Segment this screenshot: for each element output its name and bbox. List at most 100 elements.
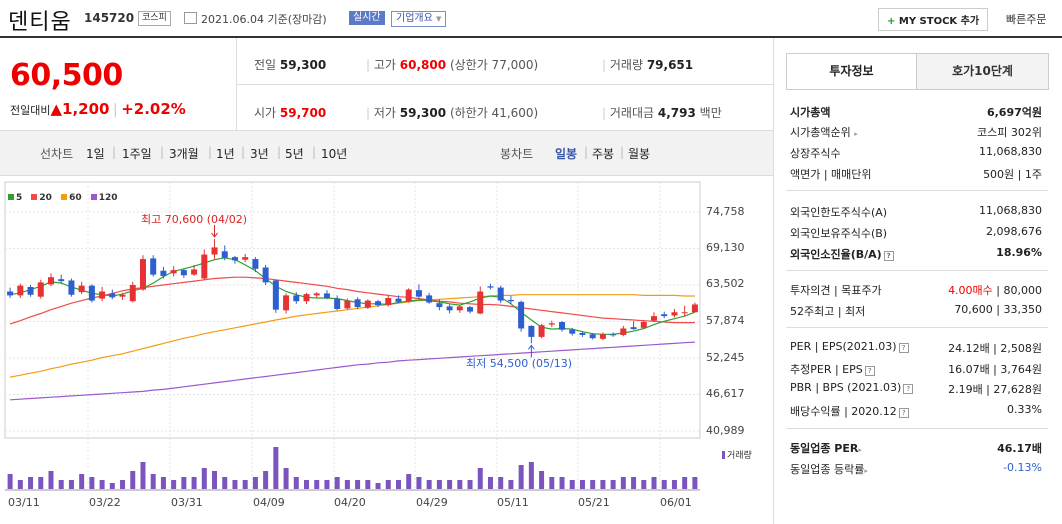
candle-body — [497, 287, 504, 301]
volume-bar — [395, 480, 401, 489]
volume-bar — [528, 462, 534, 489]
candle-body — [180, 270, 187, 276]
volume-bar — [355, 480, 361, 489]
period-5y[interactable]: 5년 — [285, 147, 304, 161]
ma60-line — [9, 294, 695, 378]
volume-legend: 거래량 — [722, 448, 752, 461]
stat-open: 시가 59,700 — [254, 104, 326, 121]
volume-bar — [324, 480, 330, 489]
stat-high: | 고가 60,800 (상한가 77,000) — [366, 58, 539, 72]
price-chart[interactable] — [0, 0, 773, 524]
stat-volume: | 거래량 79,651 — [602, 58, 694, 72]
candle-body — [7, 291, 14, 296]
period-1d[interactable]: 1일 — [86, 147, 105, 161]
row-label: 배당수익률 | 2020.12 — [790, 405, 897, 418]
row-value: 0.33% — [1007, 403, 1042, 416]
volume-bar — [559, 477, 565, 489]
period-weekly[interactable]: 주봉 — [592, 147, 615, 161]
volume-bar — [641, 480, 647, 489]
legend-swatch — [90, 194, 97, 200]
line-chart-label: 선차트 — [40, 147, 74, 161]
volume-bar — [109, 483, 115, 489]
volume-bar — [160, 477, 166, 489]
volume-bar — [58, 480, 64, 489]
candle-body — [201, 254, 208, 279]
period-3y[interactable]: 3년 — [250, 147, 269, 161]
candle-body — [37, 282, 44, 297]
info-icon[interactable]: ? — [883, 251, 894, 261]
row-label: 동일업종 PER — [790, 442, 859, 455]
stat-label: 거래량 — [609, 58, 643, 72]
candle-body — [375, 301, 382, 306]
info-icon[interactable]: ? — [864, 366, 875, 376]
x-tick: 05/21 — [578, 496, 610, 509]
x-tick: 04/09 — [253, 496, 285, 509]
info-icon[interactable]: ? — [898, 343, 909, 353]
x-tick: 04/29 — [416, 496, 448, 509]
stat-value: 59,300 — [399, 106, 447, 120]
candle-body — [344, 300, 351, 309]
period-3m[interactable]: 3개월 — [169, 147, 199, 161]
tab-invest-info[interactable]: 투자정보 — [786, 53, 917, 89]
row-value: 500원 | 1주 — [983, 168, 1042, 181]
stat-value: 60,800 — [399, 58, 447, 72]
current-price: 60,500 — [10, 58, 123, 93]
stat-label: 시가 — [254, 106, 277, 120]
volume-bar — [671, 480, 677, 489]
tab-orderbook[interactable]: 호가10단계 — [916, 53, 1049, 90]
volume-bar — [661, 480, 667, 489]
add-mystock-button[interactable]: + MY STOCK 추가 — [878, 8, 989, 31]
volume-bar — [242, 480, 248, 489]
stat-label: 저가 — [373, 106, 396, 120]
candle-body — [78, 285, 85, 293]
candle-body — [242, 257, 249, 260]
y-tick: 69,130 — [706, 241, 745, 254]
row-label: 동일업종 등락률 — [790, 463, 865, 476]
period-daily[interactable]: 일봉 — [555, 147, 578, 161]
volume-bar — [273, 447, 279, 489]
stat-value: 4,793 — [657, 106, 696, 120]
volume-bar — [191, 477, 197, 489]
volume-bar — [150, 474, 156, 489]
candle-body — [569, 329, 576, 334]
candle-body — [436, 303, 443, 308]
base-date: 2021.06.04 기준(장마감) — [184, 11, 327, 27]
period-monthly[interactable]: 월봉 — [628, 147, 651, 161]
info-icon[interactable]: ? — [898, 408, 909, 418]
row-label: 외국인보유주식수(B) — [790, 227, 888, 240]
chart-frame — [4, 181, 701, 439]
candle-body — [313, 293, 320, 296]
legend-swatch — [31, 194, 38, 200]
period-1w[interactable]: 1주일 — [122, 147, 152, 161]
volume-bar — [222, 477, 228, 489]
legend-ma5: 5 — [16, 193, 23, 203]
candle-body — [88, 285, 95, 301]
price-change: 전일대비▲1,200 | +2.02% — [10, 100, 186, 118]
candle-body — [170, 270, 177, 274]
stat-label: 거래대금 — [609, 106, 655, 120]
info-icon[interactable]: ? — [903, 384, 914, 394]
volume-swatch — [722, 451, 725, 459]
period-1y[interactable]: 1년 — [216, 147, 235, 161]
volume-bar — [365, 480, 371, 489]
y-tick: 52,245 — [706, 351, 745, 364]
period-10y[interactable]: 10년 — [321, 147, 348, 161]
volume-bar — [579, 480, 585, 489]
candle-body — [640, 321, 647, 328]
divider — [786, 327, 1048, 328]
volume-bar — [293, 477, 299, 489]
realtime-button[interactable]: 실시간 — [349, 11, 385, 25]
ma20-line — [9, 276, 695, 325]
candle-body — [150, 258, 157, 275]
volume-bar — [600, 480, 606, 489]
company-info-dropdown[interactable]: 기업개요 ▼ — [391, 11, 447, 27]
candle-body — [405, 289, 412, 302]
candle-body — [507, 299, 514, 302]
divider — [786, 190, 1048, 191]
up-arrow-icon: ▲ — [50, 100, 63, 118]
candle-body — [528, 325, 535, 337]
target-value: | 80,000 — [996, 284, 1042, 297]
row-value: 18.96% — [996, 246, 1042, 259]
volume-bar — [539, 471, 545, 489]
quick-order-link[interactable]: 빠른주문 — [1006, 13, 1047, 26]
